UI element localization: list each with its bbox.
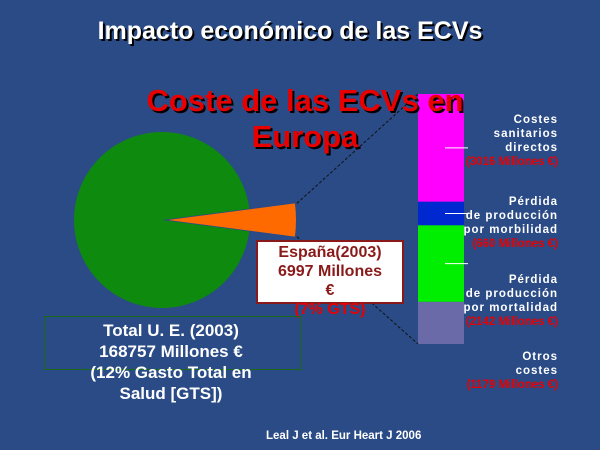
segment-label-line: Costes <box>513 114 558 126</box>
segment-label-perdida-mortalidad: Pérdida de producción por mortalidad (21… <box>446 273 558 329</box>
segment-label-line: de producción <box>465 288 558 300</box>
connector-line-top <box>296 93 419 204</box>
segment-value: (3016 Millones €) <box>465 156 558 168</box>
bar-segment-otros-costes <box>418 301 464 344</box>
segment-label-line: sanitarios <box>493 128 558 140</box>
spain-currency: € <box>325 282 335 299</box>
spain-year: España(2003) <box>278 244 382 261</box>
segment-label-line: Pérdida <box>508 196 558 208</box>
spain-amount: 6997 Millones <box>277 263 383 280</box>
total-year: Total U. E. (2003) <box>103 321 239 340</box>
segment-value: (2142 Millones €) <box>465 316 558 328</box>
segment-label-costes-sanitarios: Costes sanitarios directos (3016 Millone… <box>446 113 558 169</box>
slide-subtitle: Coste de las ECVs en Europa <box>146 83 464 154</box>
segment-value: (1179 Millones €) <box>466 379 558 391</box>
segment-label-otros-costes: Otros costes (1179 Millones €) <box>446 350 558 392</box>
total-box <box>44 316 302 370</box>
segment-label-line: Pérdida <box>508 274 558 286</box>
segment-label-line: de producción <box>465 210 558 222</box>
pie-slice-spain <box>168 203 296 237</box>
pie-slice-eu-rest <box>74 132 250 308</box>
segment-label-line: directos <box>505 142 558 154</box>
spain-box <box>256 240 404 304</box>
total-gts-cont: Salud [GTS]) <box>119 384 223 403</box>
segment-label-line: por morbilidad <box>463 224 558 236</box>
spain-gts: (7% GTS) <box>294 301 366 318</box>
segment-value: (660 Millones €) <box>472 238 558 250</box>
slide-title: Impacto económico de las ECVs <box>97 17 483 45</box>
segment-label-perdida-morbilidad: Pérdida de producción por morbilidad (66… <box>446 195 559 251</box>
segment-label-line: por mortalidad <box>463 302 558 314</box>
bar-segment-perdida-morbilidad <box>418 201 464 226</box>
total-box-text: Total U. E. (2003) 168757 Millones € (12… <box>40 320 302 404</box>
segment-label-line: Otros <box>522 351 558 363</box>
citation: Leal J et al. Eur Heart J 2006 <box>266 430 422 442</box>
total-gts: (12% Gasto Total en <box>90 363 252 382</box>
total-amount: 168757 Millones € <box>99 342 243 361</box>
segment-label-line: costes <box>515 365 558 377</box>
spain-box-text: España(2003) 6997 Millones € (7% GTS) <box>256 243 404 319</box>
